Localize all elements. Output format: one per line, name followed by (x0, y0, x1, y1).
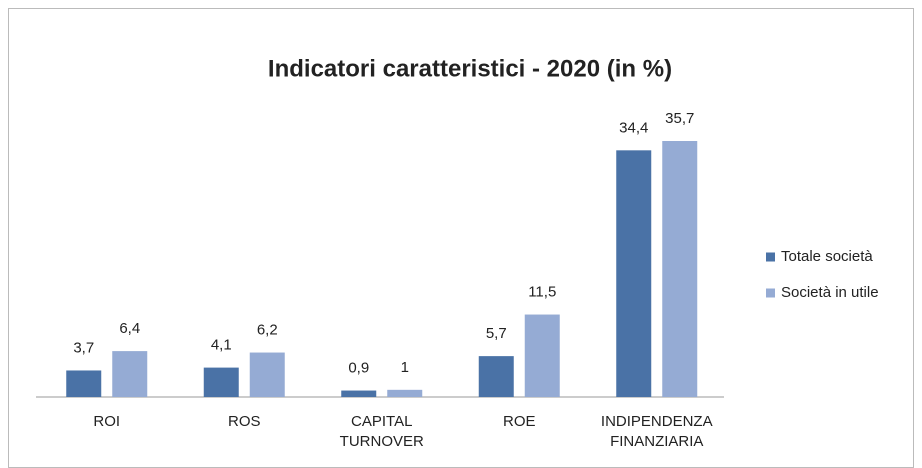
bar (112, 351, 148, 397)
bar (662, 141, 698, 397)
chart-title: Indicatori caratteristici - 2020 (in %) (268, 55, 672, 82)
bar (341, 390, 377, 397)
bar (478, 356, 514, 397)
bar (616, 150, 652, 397)
x-tick-label: CAPITAL TURNOVER (340, 413, 424, 450)
data-label: 0,9 (348, 360, 369, 377)
x-tick-label: ROE (503, 413, 536, 430)
x-tick-label: ROI (93, 413, 120, 430)
data-label: 6,4 (119, 320, 140, 337)
legend-swatch (766, 288, 775, 298)
x-tick-label: ROS (228, 413, 261, 430)
bar (203, 367, 239, 397)
data-label: 5,7 (486, 325, 507, 342)
data-label: 6,2 (257, 322, 278, 339)
data-label: 1 (401, 359, 409, 376)
bar (249, 352, 285, 397)
data-label: 35,7 (665, 110, 694, 127)
x-tick-label: INDIPENDENZA FINANZIARIA (601, 413, 713, 450)
bar (387, 389, 423, 397)
data-label: 4,1 (211, 337, 232, 354)
bar (66, 370, 102, 397)
legend-label: Totale società (781, 248, 873, 265)
data-label: 11,5 (528, 284, 556, 301)
legend-label: Società in utile (781, 284, 879, 301)
data-label: 3,7 (73, 339, 94, 356)
legend-swatch (766, 252, 775, 262)
data-label: 34,4 (619, 119, 648, 136)
bar (524, 314, 560, 397)
